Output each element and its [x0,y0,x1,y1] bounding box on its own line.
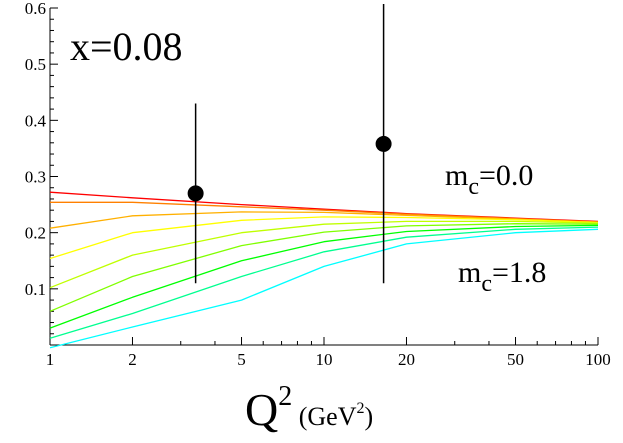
x-tick-label: 100 [585,350,611,369]
model-curves [49,191,599,349]
curve-3 [49,216,599,260]
x-tick-label: 5 [237,350,246,369]
x-tick-label: 20 [398,350,415,369]
x-axis-label: Q2 (GeV2) [245,381,373,435]
annotation-mc-1: mc=1.8 [458,256,546,297]
annotation-mc-0: mc=0.0 [445,159,533,200]
curve-4 [49,220,599,289]
curve-5 [49,223,599,312]
x-tick-label: 10 [316,350,333,369]
y-tick-label: 0.3 [25,168,46,187]
y-tick-label: 0.1 [25,280,46,299]
axes: 1 2 5 10 20 50 100 0.1 0.2 0.3 0.4 0.5 0.6 [25,0,611,369]
curve-8 [49,228,599,349]
x-tick-label: 2 [128,350,137,369]
data-points [187,4,392,284]
curve-7 [49,226,599,339]
x-tick-label: 1 [46,350,55,369]
panel-label: x=0.08 [70,24,183,69]
data-point-1 [375,135,392,152]
y-tick-label: 0.6 [25,0,46,18]
y-tick-label: 0.4 [25,111,47,130]
y-tick-label: 0.2 [25,224,46,243]
x-tick-label: 50 [507,350,524,369]
data-point-0 [187,185,204,202]
y-tick-label: 0.5 [25,55,46,74]
curve-6 [49,224,599,329]
